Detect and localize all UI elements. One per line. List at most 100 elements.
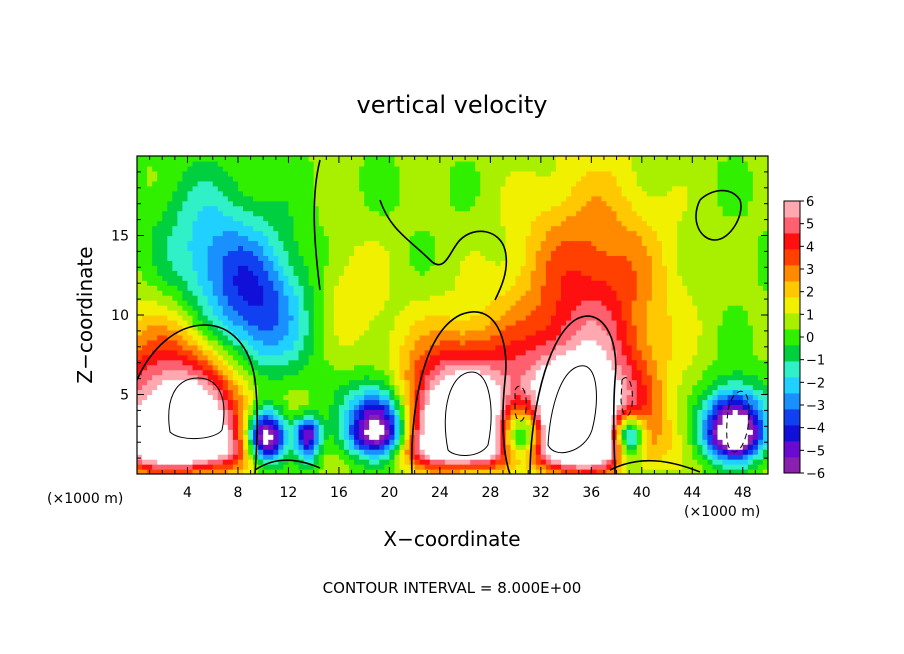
heatmap-cell bbox=[465, 464, 471, 470]
heatmap-cell bbox=[480, 329, 486, 336]
heatmap-cell bbox=[167, 354, 173, 361]
heatmap-cell bbox=[157, 414, 163, 420]
heatmap-cell bbox=[460, 389, 466, 396]
heatmap-cell bbox=[313, 285, 320, 291]
heatmap-cell bbox=[525, 409, 532, 415]
heatmap-cell bbox=[515, 399, 522, 406]
heatmap-cell bbox=[263, 290, 269, 296]
heatmap-cell bbox=[485, 449, 491, 455]
heatmap-cell bbox=[212, 364, 219, 371]
heatmap-cell bbox=[288, 354, 295, 361]
heatmap-cell bbox=[394, 449, 401, 455]
heatmap-cell bbox=[283, 175, 290, 182]
heatmap-cell bbox=[313, 404, 320, 411]
heatmap-cell bbox=[495, 295, 502, 301]
heatmap-cell bbox=[253, 404, 259, 411]
heatmap-cell bbox=[162, 185, 168, 192]
heatmap-cell bbox=[515, 275, 522, 281]
heatmap-cell bbox=[349, 404, 355, 411]
heatmap-cell bbox=[364, 175, 370, 182]
heatmap-cell bbox=[500, 245, 507, 252]
heatmap-cell bbox=[268, 175, 274, 182]
heatmap-cell bbox=[293, 449, 300, 455]
heatmap-cell bbox=[419, 210, 426, 217]
heatmap-cell bbox=[470, 185, 476, 192]
heatmap-cell bbox=[232, 394, 239, 401]
heatmap-cell bbox=[374, 165, 380, 172]
heatmap-cell bbox=[278, 205, 284, 212]
heatmap-cell bbox=[424, 290, 431, 296]
heatmap-cell bbox=[449, 205, 456, 212]
heatmap-cell bbox=[404, 200, 411, 207]
heatmap-cell bbox=[414, 449, 421, 455]
heatmap-cell bbox=[364, 409, 370, 415]
heatmap-cell bbox=[152, 324, 158, 331]
heatmap-cell bbox=[207, 404, 214, 411]
heatmap-cell bbox=[444, 315, 451, 321]
heatmap-cell bbox=[460, 170, 466, 177]
heatmap-cell bbox=[308, 464, 315, 470]
heatmap-cell bbox=[470, 260, 476, 266]
heatmap-cell bbox=[338, 215, 345, 222]
heatmap-cell bbox=[202, 364, 209, 371]
heatmap-cell bbox=[323, 190, 330, 197]
heatmap-cell bbox=[465, 459, 471, 465]
heatmap-cell bbox=[444, 364, 451, 371]
heatmap-cell bbox=[429, 315, 436, 321]
heatmap-cell bbox=[379, 344, 385, 351]
heatmap-cell bbox=[142, 429, 148, 435]
heatmap-cell bbox=[389, 429, 396, 435]
heatmap-cell bbox=[343, 160, 350, 167]
heatmap-cell bbox=[520, 190, 527, 197]
heatmap-cell bbox=[137, 319, 143, 326]
heatmap-cell bbox=[424, 344, 431, 351]
heatmap-cell bbox=[515, 439, 522, 445]
heatmap-cell bbox=[424, 434, 431, 440]
heatmap-cell bbox=[429, 225, 436, 232]
heatmap-cell bbox=[157, 156, 163, 162]
heatmap-cell bbox=[182, 315, 189, 321]
heatmap-cell bbox=[379, 354, 385, 361]
heatmap-cell bbox=[460, 349, 466, 356]
heatmap-cell bbox=[444, 200, 451, 207]
heatmap-cell bbox=[323, 424, 330, 430]
heatmap-cell bbox=[424, 315, 431, 321]
heatmap-cell bbox=[237, 449, 244, 455]
heatmap-cell bbox=[500, 315, 507, 321]
heatmap-cell bbox=[490, 384, 497, 391]
heatmap-cell bbox=[152, 185, 158, 192]
heatmap-cell bbox=[137, 165, 143, 172]
heatmap-cell bbox=[172, 310, 178, 316]
heatmap-cell bbox=[389, 434, 396, 440]
heatmap-cell bbox=[343, 454, 350, 460]
heatmap-cell bbox=[303, 225, 310, 232]
heatmap-cell bbox=[399, 300, 406, 306]
heatmap-cell bbox=[480, 349, 486, 356]
heatmap-cell bbox=[298, 225, 305, 232]
heatmap-cell bbox=[182, 240, 189, 247]
heatmap-cell bbox=[152, 404, 158, 411]
heatmap-cell bbox=[465, 424, 471, 430]
heatmap-cell bbox=[424, 240, 431, 247]
heatmap-cell bbox=[152, 210, 158, 217]
heatmap-cell bbox=[480, 305, 486, 311]
heatmap-cell bbox=[177, 165, 184, 172]
heatmap-cell bbox=[253, 359, 259, 366]
heatmap-cell bbox=[202, 240, 209, 247]
heatmap-cell bbox=[379, 379, 385, 386]
heatmap-cell bbox=[394, 195, 401, 202]
heatmap-cell bbox=[470, 404, 476, 411]
heatmap-cell bbox=[349, 394, 355, 401]
heatmap-cell bbox=[142, 424, 148, 430]
heatmap-cell bbox=[192, 280, 199, 286]
heatmap-cell bbox=[232, 444, 239, 450]
heatmap-cell bbox=[485, 270, 491, 276]
heatmap-cell bbox=[152, 245, 158, 252]
heatmap-cell bbox=[364, 459, 370, 465]
heatmap-cell bbox=[333, 200, 340, 207]
heatmap-cell bbox=[444, 205, 451, 212]
heatmap-cell bbox=[167, 459, 173, 465]
heatmap-cell bbox=[460, 220, 466, 227]
heatmap-cell bbox=[414, 275, 421, 281]
heatmap-cell bbox=[343, 354, 350, 361]
